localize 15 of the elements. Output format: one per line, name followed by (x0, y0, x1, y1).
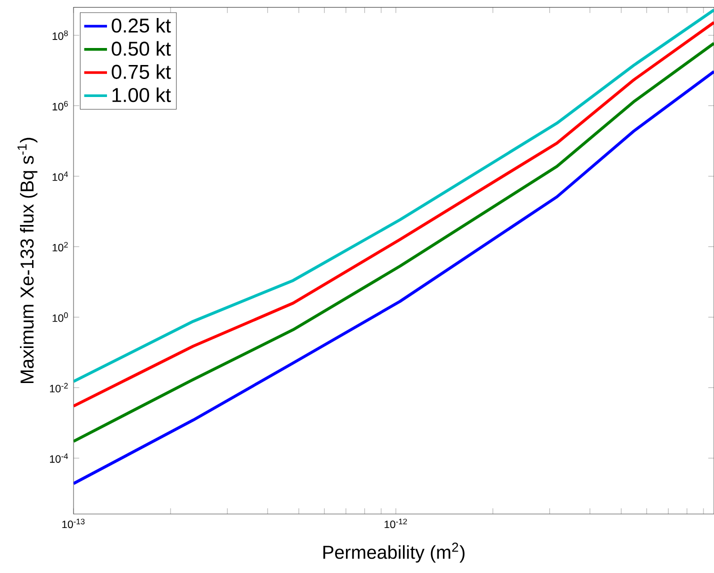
legend-label: 1.00 kt (112, 87, 171, 102)
legend-label: 0.75 kt (112, 64, 171, 79)
legend-label: 0.50 kt (112, 41, 171, 56)
legend-label: 0.25 kt (112, 18, 171, 33)
y-axis-title: Maximum Xe-133 flux (Bq s$^{-1}$) (18, 138, 38, 383)
y-tick-label: 10$^{2}$ (52, 242, 68, 252)
y-tick-label: 10$^{8}$ (52, 30, 68, 40)
x-tick-label: 10$^{-12}$ (384, 518, 407, 528)
y-tick-label: 10$^{6}$ (52, 100, 68, 110)
x-tick-label: 10$^{-13}$ (62, 518, 85, 528)
y-tick-label: 10$^{0}$ (52, 312, 68, 322)
y-tick-label: 10$^{-2}$ (50, 382, 68, 392)
y-tick-label: 10$^{-4}$ (50, 453, 68, 463)
x-axis-title: Permeability (m$^{2}$) (323, 542, 464, 563)
y-tick-label: 10$^{4}$ (52, 172, 68, 181)
